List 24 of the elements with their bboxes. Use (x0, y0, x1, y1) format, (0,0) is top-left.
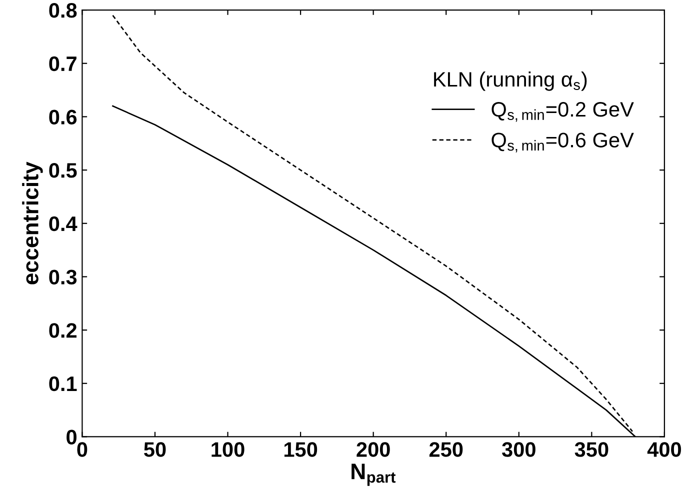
legend-title: KLN (running α$_{s}$) (434, 71, 587, 91)
y-tick-label: 0.8 (49, 3, 77, 18)
x-tick-label: 150 (284, 442, 318, 457)
y-tick-label: 0.1 (49, 376, 77, 392)
y-tick-label: 0.5 (49, 163, 77, 178)
x-tick-label: 100 (212, 442, 244, 457)
y-axis-title: eccentricity (22, 162, 43, 284)
y-tick-label: 0.7 (49, 56, 76, 72)
y-tick-label: 0 (66, 430, 76, 444)
x-tick-label: 200 (356, 442, 390, 457)
x-tick-label: 250 (429, 442, 463, 457)
legend-label: Q$_{s,min}$=0.2 GeV (492, 102, 634, 122)
legend-label: Q$_{s,min}$=0.6 GeV (492, 132, 634, 152)
x-tick-label: 350 (574, 442, 608, 457)
x-tick-label: 0 (77, 442, 88, 457)
y-tick-label: 0.2 (49, 323, 77, 338)
y-tick-label: 0.4 (49, 216, 78, 232)
line-series (112, 14, 634, 432)
y-tick-label: 0.6 (49, 110, 77, 124)
x-axis-title: N$_{part}$ (352, 464, 396, 486)
y-tick-label: 0.3 (49, 270, 77, 285)
x-tick-label: 400 (647, 442, 681, 457)
x-tick-label: 300 (502, 442, 536, 457)
x-tick-label: 50 (144, 442, 166, 457)
